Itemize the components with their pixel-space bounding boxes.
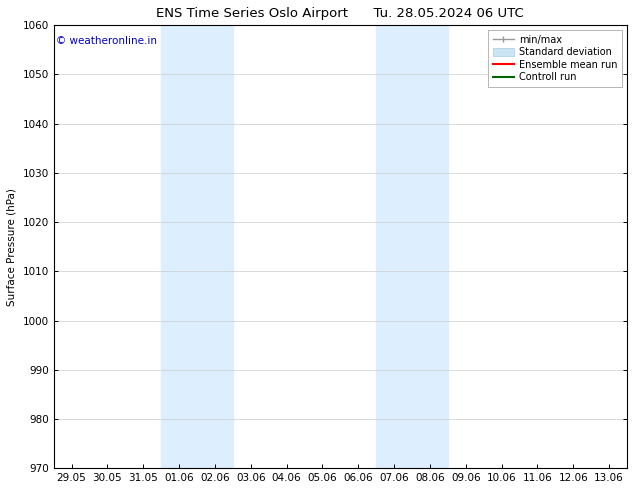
Title: ENS Time Series Oslo Airport      Tu. 28.05.2024 06 UTC: ENS Time Series Oslo Airport Tu. 28.05.2… [157, 7, 524, 20]
Text: © weatheronline.in: © weatheronline.in [56, 36, 157, 47]
Bar [376, 25, 448, 468]
Y-axis label: Surface Pressure (hPa): Surface Pressure (hPa) [7, 188, 17, 306]
Legend: min/max, Standard deviation, Ensemble mean run, Controll run: min/max, Standard deviation, Ensemble me… [488, 30, 622, 87]
Bar [161, 25, 233, 468]
